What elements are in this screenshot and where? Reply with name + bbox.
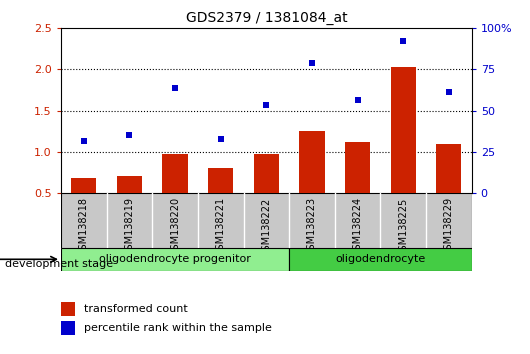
Bar [61,302,75,316]
Point [171,85,179,90]
Text: GSM138229: GSM138229 [444,197,454,256]
Text: GSM138219: GSM138219 [125,197,135,256]
Bar [345,142,370,234]
Text: development stage: development stage [5,259,113,269]
Text: GSM138225: GSM138225 [398,197,408,257]
Text: GSM138221: GSM138221 [216,197,226,256]
Text: GSM138222: GSM138222 [261,197,271,257]
Text: GSM138224: GSM138224 [352,197,363,256]
Bar [208,168,233,234]
Point [125,132,134,138]
Text: oligodendrocyte progenitor: oligodendrocyte progenitor [99,254,251,264]
Text: percentile rank within the sample: percentile rank within the sample [84,323,271,333]
Point [354,97,362,103]
Bar [61,248,289,271]
Bar [299,131,324,234]
Point [308,60,316,66]
Text: GSM138223: GSM138223 [307,197,317,256]
Bar [71,178,96,234]
Point [399,38,408,44]
Text: transformed count: transformed count [84,304,188,314]
Bar [117,177,142,234]
Bar [436,144,462,234]
Point [216,137,225,142]
Text: GSM138218: GSM138218 [79,197,89,256]
Text: GSM138220: GSM138220 [170,197,180,256]
Point [80,138,88,144]
Bar [254,154,279,234]
Point [262,102,270,108]
Text: oligodendrocyte: oligodendrocyte [335,254,426,264]
Point [445,89,453,95]
Bar [163,154,188,234]
Bar [391,67,416,234]
Title: GDS2379 / 1381084_at: GDS2379 / 1381084_at [186,11,347,24]
Bar [61,321,75,335]
Bar [289,248,472,271]
